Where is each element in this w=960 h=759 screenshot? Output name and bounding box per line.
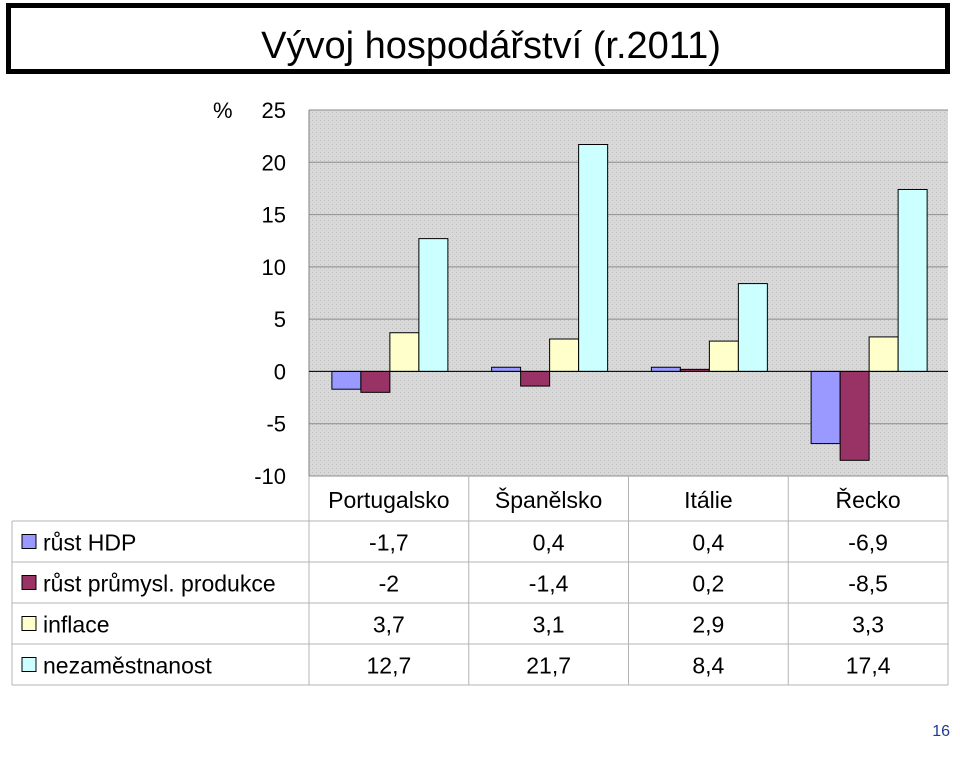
data-label: 2,9 [692, 612, 724, 638]
bar [578, 144, 609, 372]
data-label: 3,1 [533, 612, 565, 638]
data-label: -6,9 [848, 530, 888, 556]
data-label: 0,2 [692, 571, 724, 597]
category-label: Itálie [684, 487, 733, 513]
series-name: růst HDP [43, 530, 136, 556]
bar [868, 336, 899, 372]
title-box: Vývoj hospodářství (r.2011) [6, 3, 950, 74]
bar [897, 188, 928, 372]
legend-key [21, 575, 37, 590]
series-name: růst průmysl. produkce [43, 571, 276, 597]
y-axis-label: % [213, 98, 233, 123]
bar [708, 340, 739, 372]
bar [650, 366, 681, 372]
legend-key [21, 616, 37, 631]
bar [360, 370, 391, 393]
y-tick-label: 25 [262, 98, 286, 123]
data-label: -8,5 [848, 571, 888, 597]
bar [549, 338, 580, 372]
data-label: 0,4 [692, 530, 724, 556]
category-label: Španělsko [495, 486, 602, 513]
bar [520, 370, 551, 387]
data-label: -1,4 [529, 571, 569, 597]
data-label: 8,4 [692, 653, 724, 679]
y-tick-label: 15 [262, 203, 286, 228]
y-tick-label: 20 [262, 150, 286, 175]
bar [810, 370, 841, 445]
bar [389, 332, 420, 372]
series-name: inflace [43, 612, 109, 638]
bar [839, 370, 870, 461]
data-label: 3,3 [852, 612, 884, 638]
y-tick-label: 5 [274, 307, 286, 332]
page-number: 16 [932, 723, 950, 740]
data-label: 17,4 [846, 653, 891, 679]
bar [418, 238, 449, 372]
data-label: -1,7 [369, 530, 409, 556]
bar [737, 283, 768, 372]
y-tick-label: -5 [266, 412, 286, 437]
data-label: 3,7 [373, 612, 405, 638]
data-label: 21,7 [526, 653, 571, 679]
data-label: 12,7 [366, 653, 411, 679]
data-label: -2 [379, 571, 399, 597]
data-label: 0,4 [533, 530, 565, 556]
series-name: nezaměstnanost [43, 653, 212, 679]
bar [491, 366, 522, 372]
y-tick-label: 0 [274, 359, 286, 384]
legend-key [21, 534, 37, 549]
legend-key [21, 657, 37, 672]
category-label: Portugalsko [328, 487, 449, 513]
y-tick-label: 10 [262, 255, 286, 280]
slide-title: Vývoj hospodářství (r.2011) [261, 25, 721, 67]
category-label: Řecko [836, 487, 901, 513]
bar [331, 370, 362, 390]
y-tick-label: -10 [254, 464, 286, 489]
